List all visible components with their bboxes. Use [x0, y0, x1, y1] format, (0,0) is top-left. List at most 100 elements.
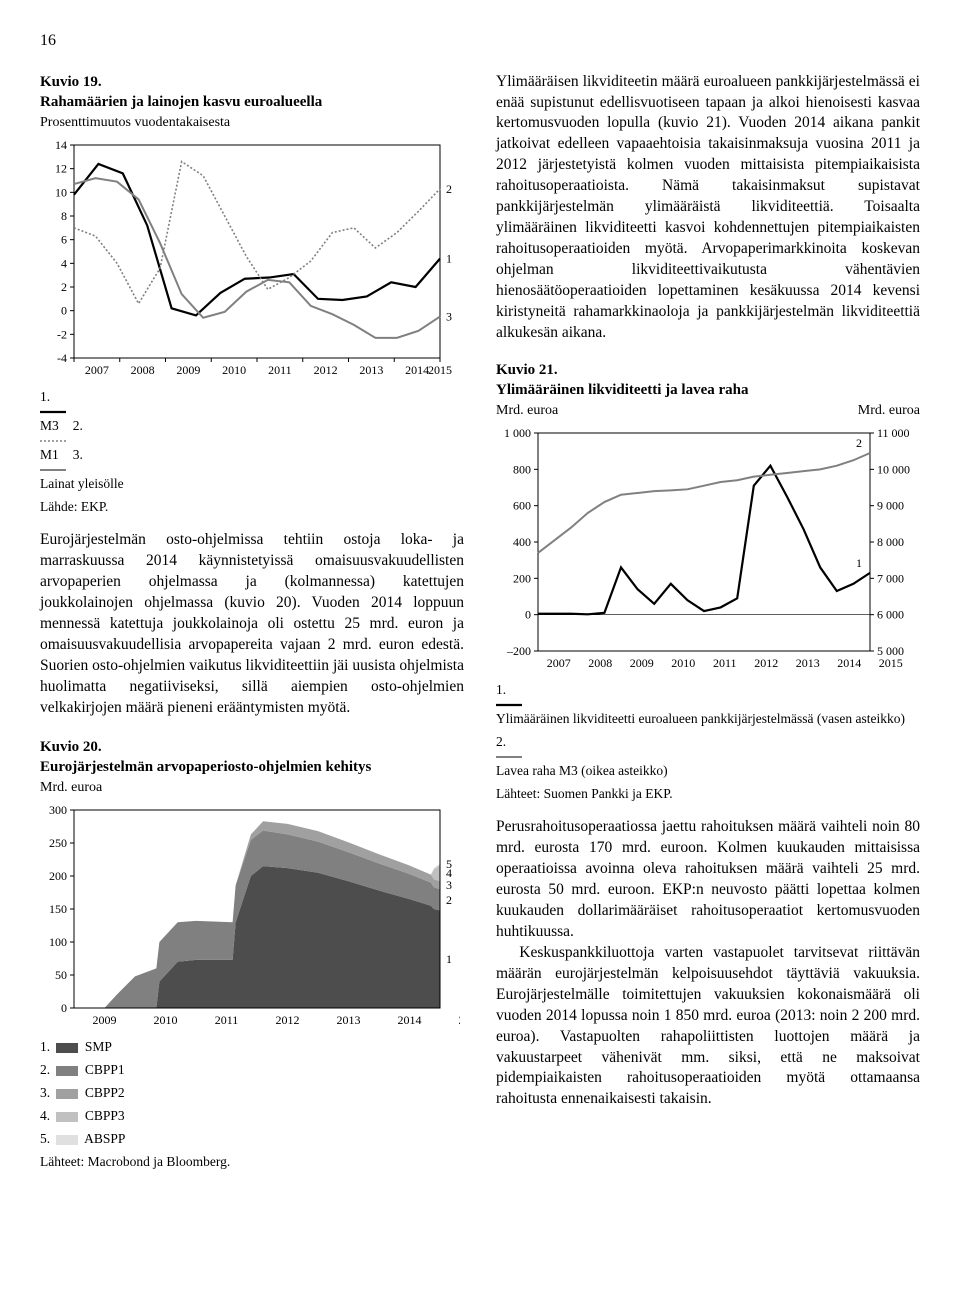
fig19-legend-item: 2. M1: [40, 418, 464, 462]
svg-text:10: 10: [55, 185, 67, 199]
svg-text:–200: –200: [506, 644, 531, 658]
svg-text:2014: 2014: [405, 363, 429, 377]
fig19-legend-item: 1. M3: [40, 389, 464, 433]
fig19-legend-item: 3. Lainat yleisölle: [40, 447, 464, 491]
svg-text:-4: -4: [57, 351, 67, 365]
svg-text:-2: -2: [57, 327, 67, 341]
svg-text:600: 600: [513, 499, 531, 513]
fig20-legend-item: 1. SMP: [40, 1038, 464, 1057]
figure-20: Kuvio 20. Eurojärjestelmän arvopaperiost…: [40, 737, 464, 1172]
right-para2b: Keskuspankkiluottoja varten vastapuolet …: [496, 943, 920, 1110]
right-para2a: Perusrahoitusoperaatiossa jaettu rahoitu…: [496, 817, 920, 943]
fig20-legend-item: 4. CBPP3: [40, 1107, 464, 1126]
svg-text:10 000: 10 000: [877, 462, 910, 476]
right-para1: Ylimääräisen likviditeetin määrä euroalu…: [496, 72, 920, 344]
fig21-legend-item: 2. Lavea raha M3 (oikea asteikko): [496, 733, 920, 781]
svg-text:100: 100: [49, 935, 67, 949]
fig21-title: Ylimääräinen likviditeetti ja lavea raha: [496, 380, 920, 400]
fig19-source: Lähde: EKP.: [40, 498, 464, 517]
fig20-title: Eurojärjestelmän arvopaperiosto-ohjelmie…: [40, 757, 464, 777]
svg-text:2009: 2009: [630, 656, 654, 670]
figure-19: Kuvio 19. Rahamäärien ja lainojen kasvu …: [40, 72, 464, 517]
svg-text:2013: 2013: [359, 363, 383, 377]
svg-text:12: 12: [55, 162, 67, 176]
svg-text:2015: 2015: [428, 363, 452, 377]
fig20-unit: Mrd. euroa: [40, 779, 464, 798]
fig21-chart: –20002004006008001 0005 0006 0007 0008 0…: [496, 427, 916, 677]
svg-text:2: 2: [856, 436, 862, 450]
svg-text:2011: 2011: [268, 363, 292, 377]
svg-text:2012: 2012: [276, 1013, 300, 1027]
svg-text:2010: 2010: [671, 656, 695, 670]
svg-text:3: 3: [446, 878, 452, 892]
svg-text:2: 2: [446, 182, 452, 196]
svg-text:7 000: 7 000: [877, 571, 904, 585]
fig21-legend: 1. Ylimääräinen likviditeetti euroalueen…: [496, 681, 920, 781]
svg-text:2014: 2014: [398, 1013, 422, 1027]
fig19-label: Kuvio 19.: [40, 72, 464, 92]
fig20-label: Kuvio 20.: [40, 737, 464, 757]
fig20-legend-item: 3. CBPP2: [40, 1084, 464, 1103]
svg-text:400: 400: [513, 535, 531, 549]
left-para1: Eurojärjestelmän osto-ohjelmissa tehtiin…: [40, 530, 464, 718]
svg-text:250: 250: [49, 836, 67, 850]
svg-text:2011: 2011: [713, 656, 737, 670]
fig19-unit: Prosenttimuutos vuodentakaisesta: [40, 114, 464, 133]
svg-text:2007: 2007: [85, 363, 109, 377]
left-column: Kuvio 19. Rahamäärien ja lainojen kasvu …: [40, 72, 464, 1186]
svg-text:2015: 2015: [879, 656, 903, 670]
svg-text:6 000: 6 000: [877, 608, 904, 622]
svg-text:2009: 2009: [93, 1013, 117, 1027]
svg-text:2008: 2008: [131, 363, 155, 377]
svg-text:800: 800: [513, 462, 531, 476]
svg-text:1: 1: [856, 556, 862, 570]
svg-text:0: 0: [61, 304, 67, 318]
fig19-title: Rahamäärien ja lainojen kasvu euroalueel…: [40, 92, 464, 112]
svg-text:2007: 2007: [547, 656, 571, 670]
svg-text:1: 1: [446, 952, 452, 966]
svg-text:2013: 2013: [796, 656, 820, 670]
fig21-legend-item: 1. Ylimääräinen likviditeetti euroalueen…: [496, 681, 920, 729]
fig19-legend: 1. M32. M13. Lainat yleisölle: [40, 388, 464, 494]
svg-text:2013: 2013: [337, 1013, 361, 1027]
two-column-layout: Kuvio 19. Rahamäärien ja lainojen kasvu …: [40, 72, 920, 1186]
svg-text:9 000: 9 000: [877, 499, 904, 513]
svg-text:2014: 2014: [837, 656, 861, 670]
svg-text:200: 200: [49, 869, 67, 883]
svg-text:1 000: 1 000: [504, 427, 531, 440]
svg-text:50: 50: [55, 968, 67, 982]
fig20-legend-item: 2. CBPP1: [40, 1061, 464, 1080]
page-number: 16: [40, 30, 920, 52]
svg-text:2012: 2012: [314, 363, 338, 377]
svg-text:8 000: 8 000: [877, 535, 904, 549]
svg-text:2: 2: [446, 893, 452, 907]
svg-text:14: 14: [55, 139, 67, 152]
fig20-legend: 1. SMP2. CBPP13. CBPP24. CBPP35. ABSPP: [40, 1038, 464, 1148]
svg-text:2015: 2015: [459, 1013, 461, 1027]
svg-text:2: 2: [61, 280, 67, 294]
fig19-chart: -4-2024681012142007200820092010201120122…: [40, 139, 460, 384]
svg-text:150: 150: [49, 902, 67, 916]
svg-text:2012: 2012: [754, 656, 778, 670]
fig20-source: Lähteet: Macrobond ja Bloomberg.: [40, 1153, 464, 1172]
right-column: Ylimääräisen likviditeetin määrä euroalu…: [496, 72, 920, 1186]
svg-text:3: 3: [446, 310, 452, 324]
fig20-chart: 0 50 100 150 200 250 300 2009 2010 2011 2012 2013 20…: [40, 804, 460, 1034]
svg-text:2010: 2010: [222, 363, 246, 377]
svg-text:200: 200: [513, 571, 531, 585]
svg-text:8: 8: [61, 209, 67, 223]
svg-text:1: 1: [446, 252, 452, 266]
svg-text:0: 0: [61, 1001, 67, 1015]
svg-text:2009: 2009: [176, 363, 200, 377]
svg-text:6: 6: [61, 233, 67, 247]
fig21-source: Lähteet: Suomen Pankki ja EKP.: [496, 785, 920, 804]
svg-text:4: 4: [61, 256, 67, 270]
svg-text:300: 300: [49, 804, 67, 817]
svg-text:2010: 2010: [154, 1013, 178, 1027]
fig21-label: Kuvio 21.: [496, 360, 920, 380]
svg-text:2008: 2008: [588, 656, 612, 670]
figure-21: Kuvio 21. Ylimääräinen likviditeetti ja …: [496, 360, 920, 804]
fig21-unit-right: Mrd. euroa: [858, 402, 920, 421]
svg-text:11 000: 11 000: [877, 427, 910, 440]
svg-text:2011: 2011: [215, 1013, 239, 1027]
